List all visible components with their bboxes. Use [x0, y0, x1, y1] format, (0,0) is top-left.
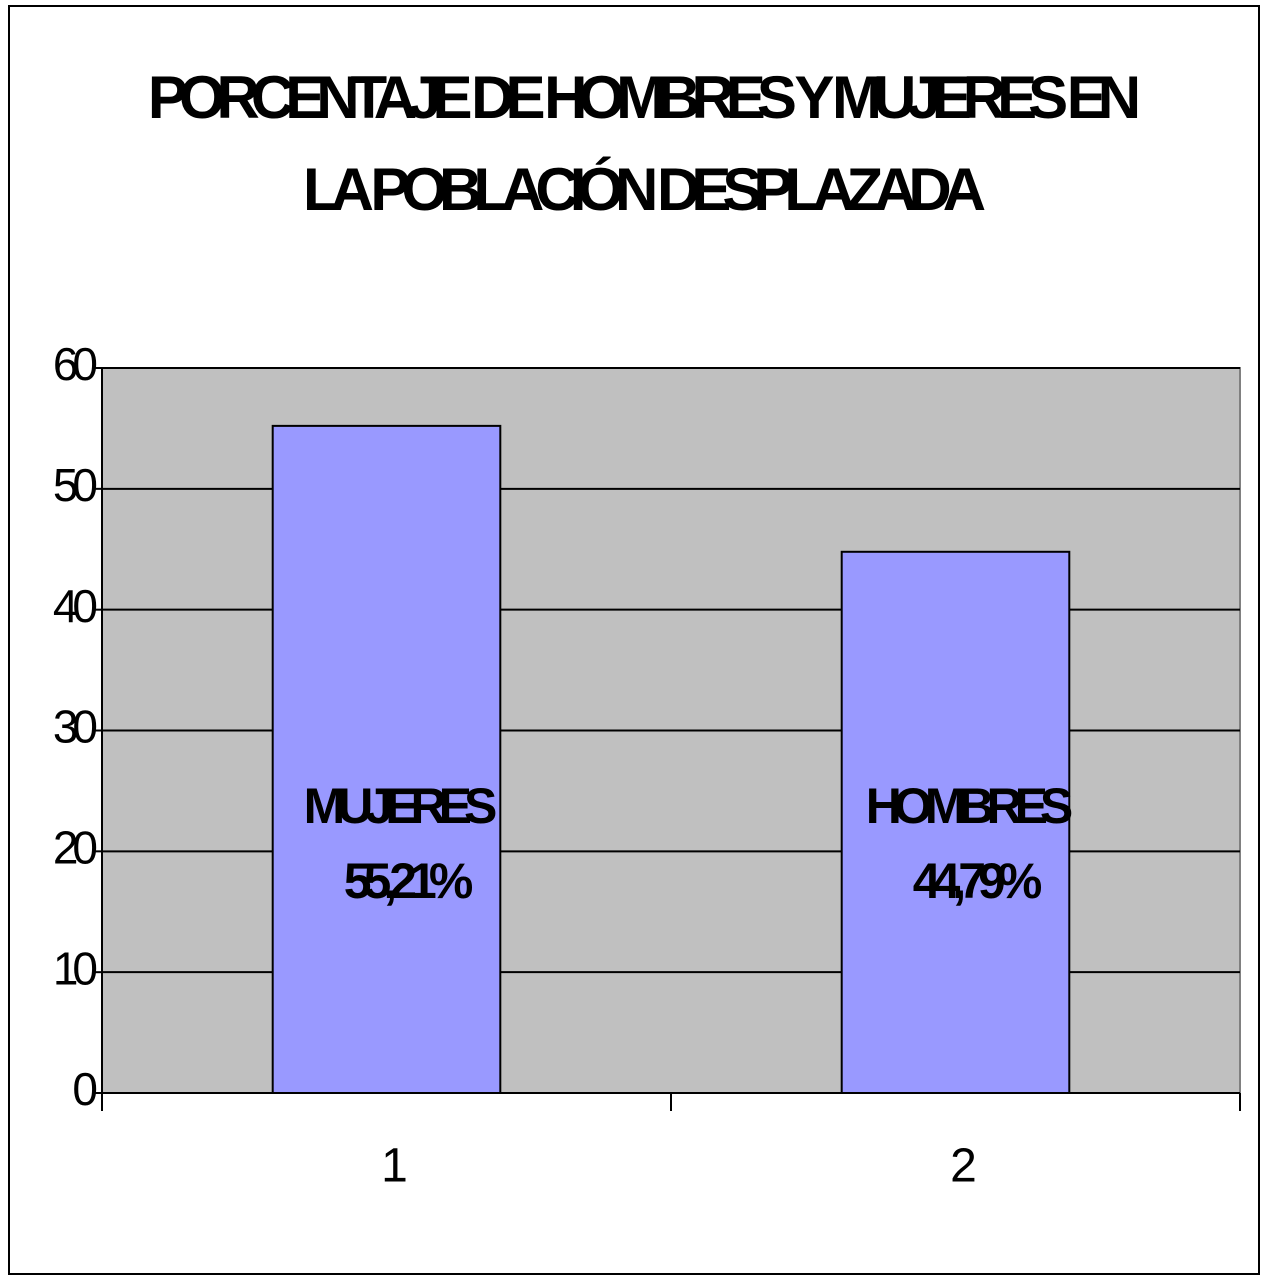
bar	[271, 424, 502, 1095]
y-tick-label: 10	[53, 942, 97, 994]
x-tick-label: 1	[381, 1140, 408, 1193]
bar	[840, 550, 1071, 1094]
y-tick-label: 0	[72, 1063, 96, 1115]
y-tick-label: 40	[53, 580, 97, 632]
bar-label: MUJERES	[304, 778, 496, 834]
y-tick-label: 60	[53, 338, 97, 390]
value-label: 55,21%	[344, 853, 473, 909]
y-tick-label: 50	[53, 459, 97, 511]
chart-title: PORCENTAJE DE HOMBRES Y MUJERES EN LA PO…	[147, 64, 1141, 223]
value-label: 44,79%	[913, 853, 1042, 909]
bar-label: HOMBRES	[866, 778, 1072, 834]
y-tick-label: 20	[53, 821, 97, 873]
y-tick-label: 30	[53, 701, 97, 753]
x-tick-label: 2	[950, 1140, 977, 1193]
